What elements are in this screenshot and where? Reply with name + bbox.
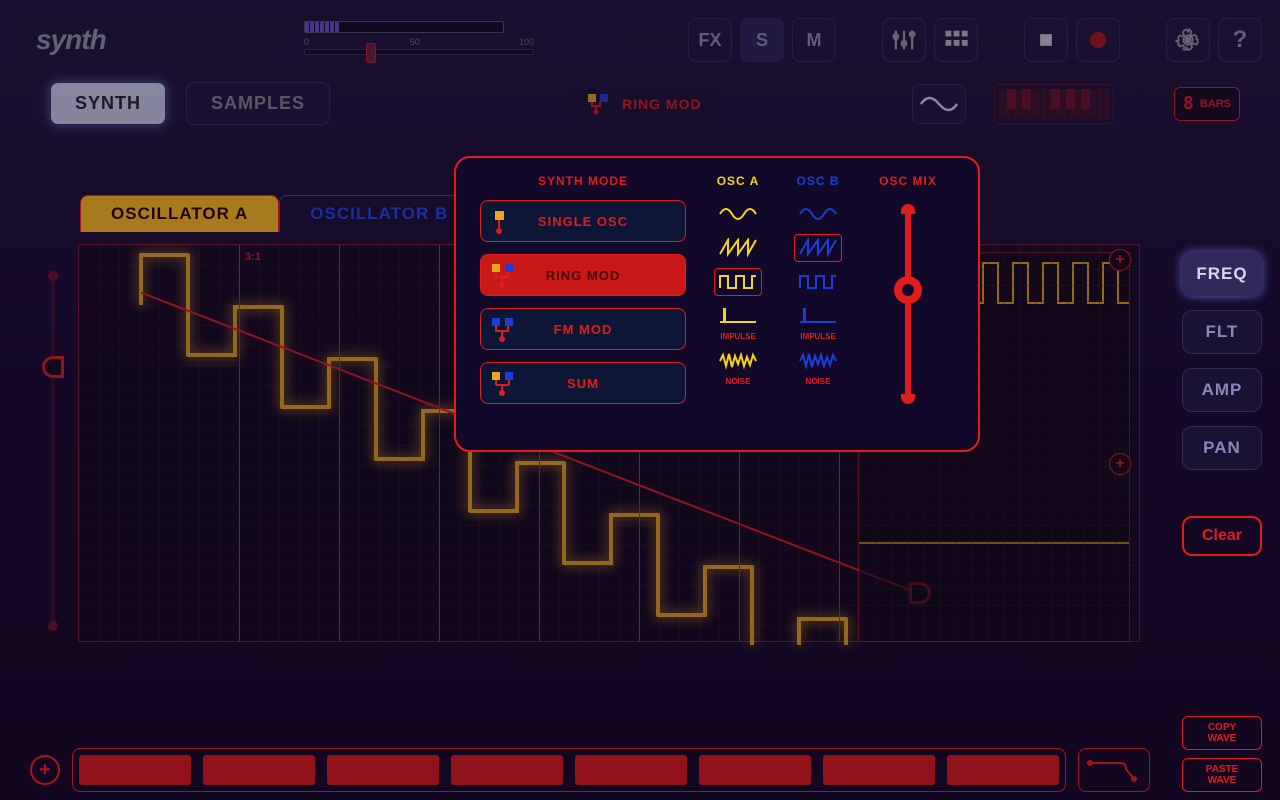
bars-indicator[interactable]: 8 BARS <box>1174 87 1240 121</box>
amp-button[interactable]: AMP <box>1182 368 1262 412</box>
step-cell[interactable] <box>451 755 563 785</box>
ruler-max: 100 <box>519 37 534 47</box>
level-meter <box>304 21 504 33</box>
filter-button[interactable]: FLT <box>1182 310 1262 354</box>
record-button[interactable] <box>1076 18 1120 62</box>
mode-sum[interactable]: SUM <box>480 362 686 404</box>
mixer-icon[interactable] <box>882 18 926 62</box>
grid-icon[interactable] <box>934 18 978 62</box>
vertical-rail[interactable] <box>48 276 58 626</box>
step-cell[interactable] <box>699 755 811 785</box>
mini-keyboard[interactable] <box>994 84 1114 124</box>
fx-button[interactable]: FX <box>688 18 732 62</box>
oscb-wave-saw[interactable] <box>794 234 842 262</box>
ruler-min: 0 <box>304 37 309 47</box>
tab-oscillator-a[interactable]: OSCILLATOR A <box>80 195 279 232</box>
osca-wave-sq[interactable] <box>714 268 762 296</box>
envelope-thumb[interactable] <box>1078 748 1150 792</box>
popup-title-mix: OSC MIX <box>879 174 937 188</box>
ringmod-icon <box>586 92 612 116</box>
tab-synth[interactable]: SYNTH <box>50 82 166 125</box>
oscb-wave-sq[interactable] <box>794 268 842 296</box>
ruler-track <box>304 49 534 55</box>
sine-icon <box>919 92 959 116</box>
bars-label: BARS <box>1200 98 1231 110</box>
oscb-wave-sine[interactable] <box>794 200 842 228</box>
osc-mix-thumb[interactable] <box>894 276 922 304</box>
step-sequencer: + <box>30 748 1150 792</box>
copy-wave-button[interactable]: COPYWAVE <box>1182 716 1262 750</box>
osca-wave-noise[interactable] <box>714 347 762 375</box>
waveform-preview-button[interactable] <box>912 84 966 124</box>
osca-wave-imp[interactable] <box>714 302 762 330</box>
oscillator-tabs: OSCILLATOR A OSCILLATOR B <box>80 195 479 232</box>
mode-ring-mod[interactable]: RING MOD <box>480 254 686 296</box>
osca-wave-sine[interactable] <box>714 200 762 228</box>
popup-title-osca: OSC A <box>717 174 760 188</box>
step-cell[interactable] <box>327 755 439 785</box>
ringmod-label: RING MOD <box>622 96 702 112</box>
ringmod-indicator[interactable]: RING MOD <box>570 86 718 122</box>
paste-wave-button[interactable]: PASTEWAVE <box>1182 758 1262 792</box>
mute-button[interactable]: M <box>792 18 836 62</box>
step-cell[interactable] <box>947 755 1059 785</box>
settings-icon[interactable] <box>1166 18 1210 62</box>
bars-value: 8 <box>1183 93 1194 114</box>
vrail-knob[interactable] <box>42 356 64 378</box>
solo-button[interactable]: S <box>740 18 784 62</box>
mini-plus-top[interactable]: + <box>1109 249 1131 271</box>
step-cell[interactable] <box>575 755 687 785</box>
osca-wave-saw[interactable] <box>714 234 762 262</box>
ruler-mid: 50 <box>410 37 420 47</box>
popup-title-mode: SYNTH MODE <box>538 174 628 188</box>
step-cell[interactable] <box>79 755 191 785</box>
step-row <box>72 748 1066 792</box>
volume-slider[interactable]: 0 50 100 <box>304 37 534 59</box>
step-cell[interactable] <box>823 755 935 785</box>
app-logo: synth <box>18 18 278 62</box>
oscb-wave-imp[interactable] <box>794 302 842 330</box>
mode-single-osc[interactable]: SINGLE OSC <box>480 200 686 242</box>
synth-mode-popup: SYNTH MODE SINGLE OSC RING MOD FM MOD SUM O… <box>454 156 980 452</box>
help-icon[interactable]: ? <box>1218 18 1262 62</box>
pan-button[interactable]: PAN <box>1182 426 1262 470</box>
right-panel: FREQ FLT AMP PAN Clear <box>1182 252 1262 556</box>
top-bar: synth 0 50 100 FX S M ? <box>0 0 1280 72</box>
second-bar: SYNTH SAMPLES RING MOD 8 BARS <box>0 72 1280 135</box>
mode-fm-mod[interactable]: FM MOD <box>480 308 686 350</box>
level-meter-area: 0 50 100 <box>304 21 534 59</box>
volume-thumb[interactable] <box>366 43 376 63</box>
add-step-button[interactable]: + <box>30 755 60 785</box>
oscb-wave-noise[interactable] <box>794 347 842 375</box>
osc-mix-slider[interactable] <box>888 204 928 404</box>
popup-title-oscb: OSC B <box>796 174 839 188</box>
freq-button[interactable]: FREQ <box>1182 252 1262 296</box>
stop-button[interactable] <box>1024 18 1068 62</box>
clear-button[interactable]: Clear <box>1182 516 1262 556</box>
tab-samples[interactable]: SAMPLES <box>186 82 330 125</box>
tab-oscillator-b[interactable]: OSCILLATOR B <box>279 195 479 232</box>
mini-plus-mid[interactable]: + <box>1109 453 1131 475</box>
step-cell[interactable] <box>203 755 315 785</box>
